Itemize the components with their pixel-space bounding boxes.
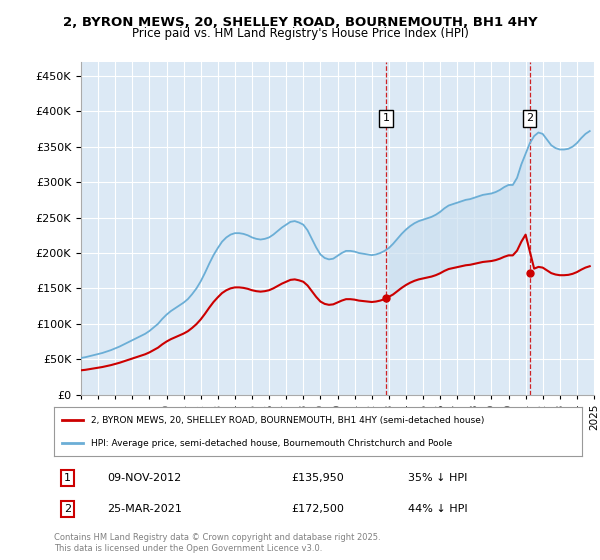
Text: £172,500: £172,500 [292,504,344,514]
Text: 44% ↓ HPI: 44% ↓ HPI [408,504,467,514]
Text: 25-MAR-2021: 25-MAR-2021 [107,504,182,514]
Text: Contains HM Land Registry data © Crown copyright and database right 2025.
This d: Contains HM Land Registry data © Crown c… [54,533,380,553]
Text: 35% ↓ HPI: 35% ↓ HPI [408,473,467,483]
Text: 09-NOV-2012: 09-NOV-2012 [107,473,181,483]
Text: 2, BYRON MEWS, 20, SHELLEY ROAD, BOURNEMOUTH, BH1 4HY: 2, BYRON MEWS, 20, SHELLEY ROAD, BOURNEM… [62,16,538,29]
Text: Price paid vs. HM Land Registry's House Price Index (HPI): Price paid vs. HM Land Registry's House … [131,27,469,40]
Text: 2, BYRON MEWS, 20, SHELLEY ROAD, BOURNEMOUTH, BH1 4HY (semi-detached house): 2, BYRON MEWS, 20, SHELLEY ROAD, BOURNEM… [91,416,484,425]
Text: 2: 2 [526,113,533,123]
Text: 1: 1 [64,473,71,483]
Text: 1: 1 [383,113,390,123]
Text: HPI: Average price, semi-detached house, Bournemouth Christchurch and Poole: HPI: Average price, semi-detached house,… [91,438,452,447]
Text: 2: 2 [64,504,71,514]
Text: £135,950: £135,950 [292,473,344,483]
